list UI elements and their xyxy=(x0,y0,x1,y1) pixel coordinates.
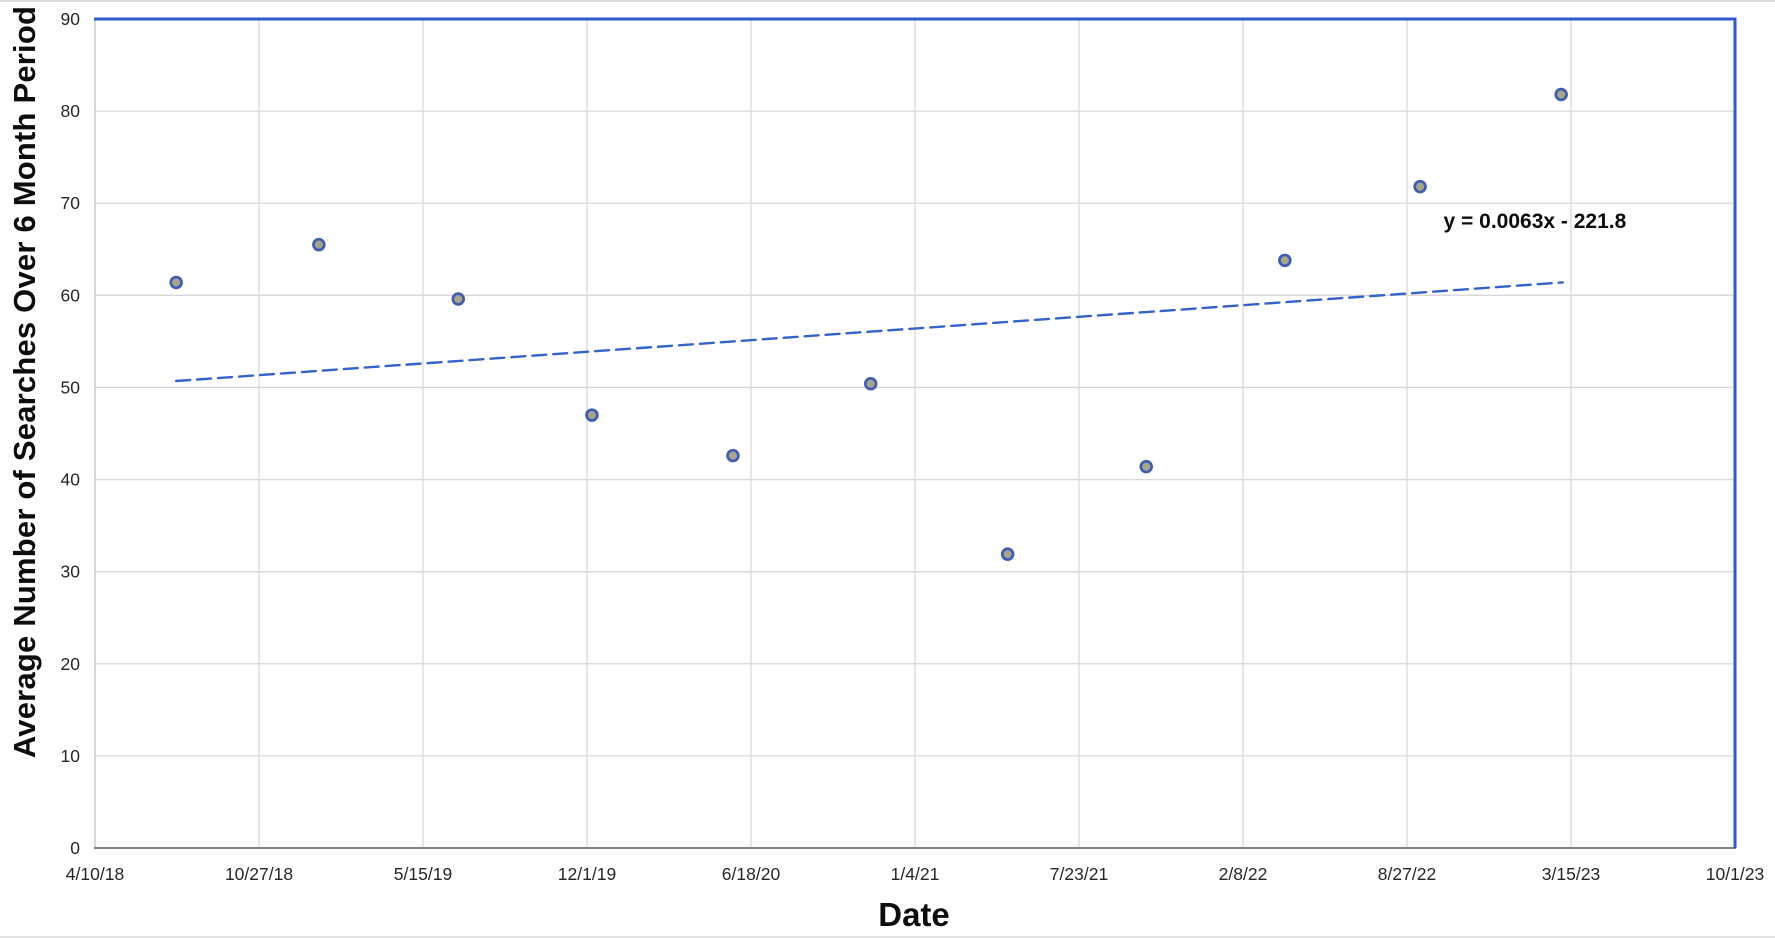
y-tick-label: 20 xyxy=(61,654,81,674)
y-tick-label: 0 xyxy=(70,838,80,858)
y-tick-label: 70 xyxy=(61,193,81,213)
y-tick-label: 90 xyxy=(61,9,81,29)
x-tick-label: 3/15/23 xyxy=(1542,864,1600,884)
x-tick-label: 5/15/19 xyxy=(394,864,452,884)
y-tick-label: 30 xyxy=(61,562,81,582)
x-tick-label: 7/23/21 xyxy=(1050,864,1108,884)
x-tick-label: 10/27/18 xyxy=(225,864,293,884)
x-axis-title: Date xyxy=(878,896,950,933)
data-point xyxy=(863,377,878,391)
x-tick-label: 10/1/23 xyxy=(1706,864,1764,884)
y-tick-label: 10 xyxy=(61,746,81,766)
y-tick-label: 40 xyxy=(61,470,81,490)
data-point xyxy=(1554,87,1568,102)
x-tick-label: 8/27/22 xyxy=(1378,864,1436,884)
data-point xyxy=(169,275,183,290)
data-point xyxy=(1139,459,1153,474)
data-point xyxy=(312,237,326,252)
y-tick-label: 50 xyxy=(61,377,81,397)
x-tick-label: 2/8/22 xyxy=(1219,864,1268,884)
y-tick-label: 80 xyxy=(61,101,81,121)
y-axis-title: Average Number of Searches Over 6 Month … xyxy=(7,5,42,759)
x-tick-label: 12/1/19 xyxy=(558,864,616,884)
x-tick-label: 1/4/21 xyxy=(891,864,940,884)
data-point xyxy=(585,408,599,422)
y-tick-label: 60 xyxy=(61,285,81,305)
data-point xyxy=(1000,547,1015,561)
trendline xyxy=(174,281,1565,383)
trendline-equation: y = 0.0063x - 221.8 xyxy=(1444,210,1627,233)
data-point xyxy=(726,448,740,463)
data-point xyxy=(451,292,466,306)
x-tick-label: 4/10/18 xyxy=(66,864,124,884)
data-point xyxy=(1413,179,1427,194)
x-tick-label: 6/18/20 xyxy=(722,864,781,884)
data-point xyxy=(1278,253,1292,268)
